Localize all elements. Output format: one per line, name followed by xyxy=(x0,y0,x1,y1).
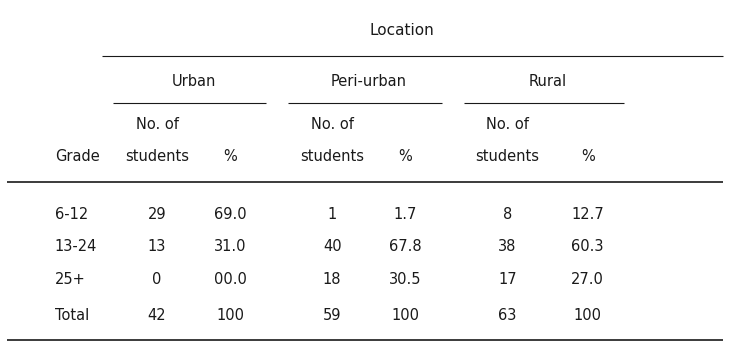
Text: 42: 42 xyxy=(147,307,166,323)
Text: %: % xyxy=(399,149,412,164)
Text: students: students xyxy=(300,149,364,164)
Text: Grade: Grade xyxy=(55,149,99,164)
Text: 1.7: 1.7 xyxy=(393,207,417,222)
Text: 63: 63 xyxy=(498,307,517,323)
Text: 29: 29 xyxy=(147,207,166,222)
Text: No. of: No. of xyxy=(311,117,353,132)
Text: 8: 8 xyxy=(503,207,512,222)
Text: 25+: 25+ xyxy=(55,271,85,287)
Text: 30.5: 30.5 xyxy=(389,271,421,287)
Text: 12.7: 12.7 xyxy=(572,207,604,222)
Text: 59: 59 xyxy=(323,307,342,323)
Text: Rural: Rural xyxy=(529,73,566,89)
Text: Total: Total xyxy=(55,307,89,323)
Text: Urban: Urban xyxy=(172,73,215,89)
Text: 100: 100 xyxy=(391,307,419,323)
Text: 17: 17 xyxy=(498,271,517,287)
Text: 60.3: 60.3 xyxy=(572,239,604,254)
Text: 13-24: 13-24 xyxy=(55,239,97,254)
Text: students: students xyxy=(475,149,539,164)
Text: No. of: No. of xyxy=(136,117,178,132)
Text: 31.0: 31.0 xyxy=(214,239,246,254)
Text: 100: 100 xyxy=(574,307,602,323)
Text: 0: 0 xyxy=(153,271,161,287)
Text: Peri-urban: Peri-urban xyxy=(331,73,407,89)
Text: 13: 13 xyxy=(147,239,166,254)
Text: 00.0: 00.0 xyxy=(213,271,247,287)
Text: 1: 1 xyxy=(328,207,337,222)
Text: students: students xyxy=(125,149,189,164)
Text: 18: 18 xyxy=(323,271,342,287)
Text: 69.0: 69.0 xyxy=(214,207,246,222)
Text: %: % xyxy=(581,149,594,164)
Text: 40: 40 xyxy=(323,239,342,254)
Text: %: % xyxy=(223,149,237,164)
Text: Location: Location xyxy=(369,23,434,38)
Text: 27.0: 27.0 xyxy=(571,271,604,287)
Text: 38: 38 xyxy=(498,239,517,254)
Text: No. of: No. of xyxy=(486,117,529,132)
Text: 6-12: 6-12 xyxy=(55,207,88,222)
Text: 100: 100 xyxy=(216,307,244,323)
Text: 67.8: 67.8 xyxy=(389,239,421,254)
